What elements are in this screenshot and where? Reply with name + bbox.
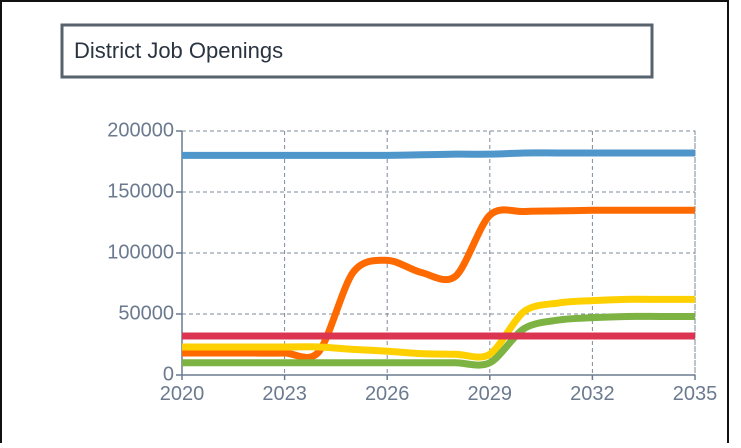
x-tick-label: 2035 — [673, 383, 718, 405]
series-line — [181, 295, 695, 361]
series-line — [181, 312, 695, 369]
x-tick-label: 2026 — [365, 383, 410, 405]
x-tick-label: 2029 — [468, 383, 513, 405]
y-tick-label: 100000 — [107, 241, 174, 263]
plot: 0 50000 100000 150000 200000 2020 2023 2026 2029… — [107, 119, 717, 405]
y-tick-label: 50000 — [118, 302, 174, 324]
x-tick-label: 2020 — [160, 383, 205, 405]
x-tick-label: 2023 — [262, 383, 307, 405]
x-tick-label: 2032 — [570, 383, 615, 405]
y-tick-label: 0 — [163, 363, 174, 385]
y-tick-label: 200000 — [107, 119, 174, 141]
series-line — [181, 206, 695, 361]
title-box — [60, 23, 654, 79]
chart-title: District Job Openings — [74, 38, 283, 63]
y-tick-label: 150000 — [107, 180, 174, 202]
series-line — [182, 149, 695, 159]
